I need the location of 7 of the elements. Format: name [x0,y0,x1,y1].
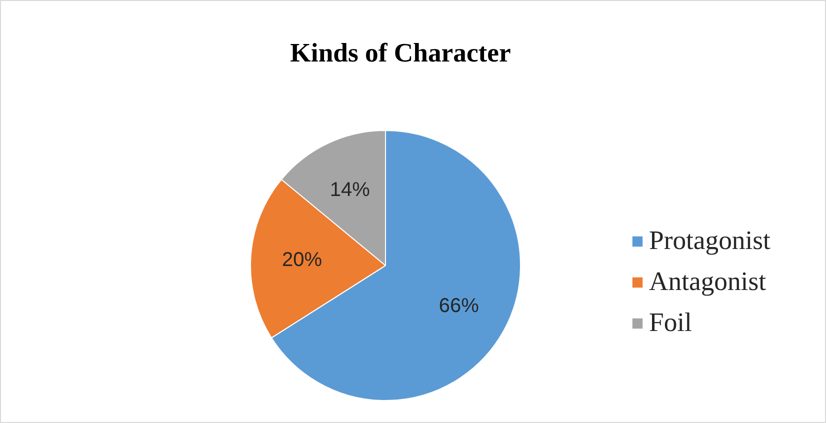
data-label: 66% [438,294,480,317]
legend-label: Antagonist [649,266,766,297]
chart-title: Kinds of Character [290,38,511,68]
data-label: 14% [330,178,370,201]
legend-label: Protagonist [649,225,770,256]
legend-label: Foil [649,307,692,338]
data-label: 20% [282,249,322,272]
